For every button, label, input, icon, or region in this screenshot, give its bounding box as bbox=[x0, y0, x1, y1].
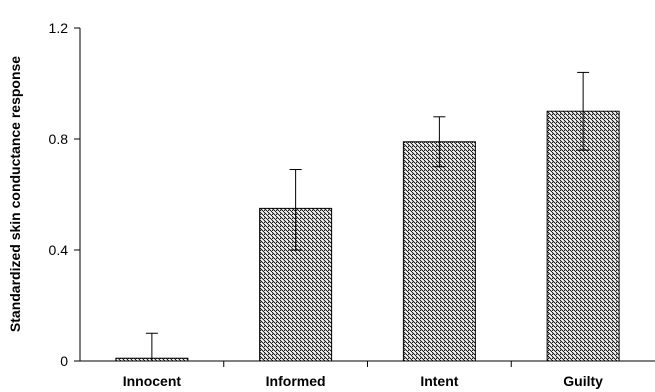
x-tick-label-intent: Intent bbox=[420, 373, 458, 389]
bar-intent bbox=[402, 141, 476, 362]
y-tick-label: 0 bbox=[60, 353, 68, 369]
y-tick-label: 0.8 bbox=[49, 131, 69, 147]
x-tick-label-informed: Informed bbox=[266, 373, 326, 389]
bar-informed bbox=[259, 207, 333, 362]
x-tick-label-guilty: Guilty bbox=[563, 373, 603, 389]
y-tick-label: 1.2 bbox=[49, 20, 69, 36]
y-axis-title: Standardized skin conductance response bbox=[7, 56, 23, 332]
y-tick-label: 0.4 bbox=[49, 242, 69, 258]
y-ticks-layer: 0 0.4 0.8 1.2 bbox=[49, 20, 80, 369]
error-bars-layer bbox=[145, 71, 590, 361]
x-labels-layer: Innocent Informed Intent Guilty bbox=[123, 361, 603, 389]
x-tick-label-innocent: Innocent bbox=[123, 373, 182, 389]
bars-layer bbox=[115, 110, 620, 362]
